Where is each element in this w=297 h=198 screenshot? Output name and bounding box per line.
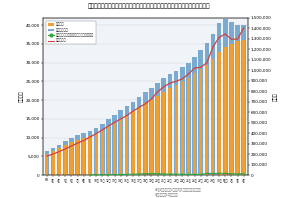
Bar — [51, 151, 55, 175]
Bar — [149, 88, 154, 175]
Bar — [94, 128, 98, 175]
Bar — [75, 135, 80, 175]
Bar — [155, 83, 160, 175]
Bar — [198, 50, 203, 175]
Y-axis label: （か所）: （か所） — [19, 91, 24, 102]
Bar — [193, 73, 196, 175]
Bar — [137, 97, 141, 175]
Bar — [64, 145, 67, 175]
Bar — [132, 111, 135, 175]
Bar — [89, 136, 91, 175]
Bar — [181, 81, 184, 175]
Bar — [180, 67, 184, 175]
Bar — [224, 47, 227, 175]
Bar — [82, 138, 85, 175]
Bar — [174, 71, 178, 175]
Bar — [112, 115, 117, 175]
Bar — [143, 92, 148, 175]
Bar — [70, 142, 73, 175]
Bar — [101, 130, 104, 175]
Bar — [230, 44, 233, 175]
Bar — [168, 88, 171, 175]
Bar — [58, 148, 61, 175]
Bar — [186, 63, 191, 175]
Bar — [138, 108, 141, 175]
Bar — [119, 110, 123, 175]
Bar — [199, 69, 202, 175]
Bar — [211, 34, 215, 175]
Bar — [236, 41, 239, 175]
Bar — [81, 133, 86, 175]
Bar — [69, 138, 74, 175]
Bar — [125, 115, 128, 175]
Bar — [124, 106, 129, 175]
Bar — [217, 23, 222, 175]
Y-axis label: （人）: （人） — [273, 92, 278, 101]
Bar — [162, 78, 166, 175]
Bar — [107, 126, 110, 175]
Bar — [119, 118, 122, 175]
Bar — [88, 131, 92, 175]
Bar — [162, 92, 165, 175]
Bar — [113, 122, 116, 175]
Bar — [144, 104, 147, 175]
Bar — [187, 77, 190, 175]
Bar — [106, 119, 111, 175]
Bar — [175, 85, 178, 175]
Bar — [57, 145, 61, 175]
Bar — [218, 52, 221, 175]
Bar — [223, 19, 228, 175]
Bar — [235, 25, 240, 175]
Bar — [131, 102, 135, 175]
Bar — [94, 133, 98, 175]
Bar — [168, 74, 172, 175]
Text: ［クラブ数、支援の単位数、登録児童数及び利用できなかった児童数の推移］: ［クラブ数、支援の単位数、登録児童数及び利用できなかった児童数の推移］ — [87, 3, 210, 9]
Bar — [100, 124, 105, 175]
Bar — [241, 25, 246, 175]
Bar — [205, 65, 208, 175]
Bar — [205, 43, 209, 175]
Bar — [45, 153, 48, 175]
Text: ※5月1日現在（令和2年のみ7月1日現在）原生労働省調査
※本調査は平成10年より開始: ※5月1日現在（令和2年のみ7月1日現在）原生労働省調査 ※本調査は平成10年よ… — [154, 188, 201, 196]
Bar — [45, 151, 49, 175]
Bar — [192, 57, 197, 175]
Bar — [242, 40, 245, 175]
Bar — [150, 100, 153, 175]
Legend: クラブ数, 支援の単位数, 利用できなかった児童数（待機児童数）, 登録児童数: クラブ数, 支援の単位数, 利用できなかった児童数（待機児童数）, 登録児童数 — [46, 21, 96, 45]
Bar — [156, 96, 159, 175]
Bar — [229, 22, 234, 175]
Bar — [76, 140, 79, 175]
Bar — [51, 148, 55, 175]
Bar — [63, 141, 68, 175]
Bar — [211, 59, 214, 175]
